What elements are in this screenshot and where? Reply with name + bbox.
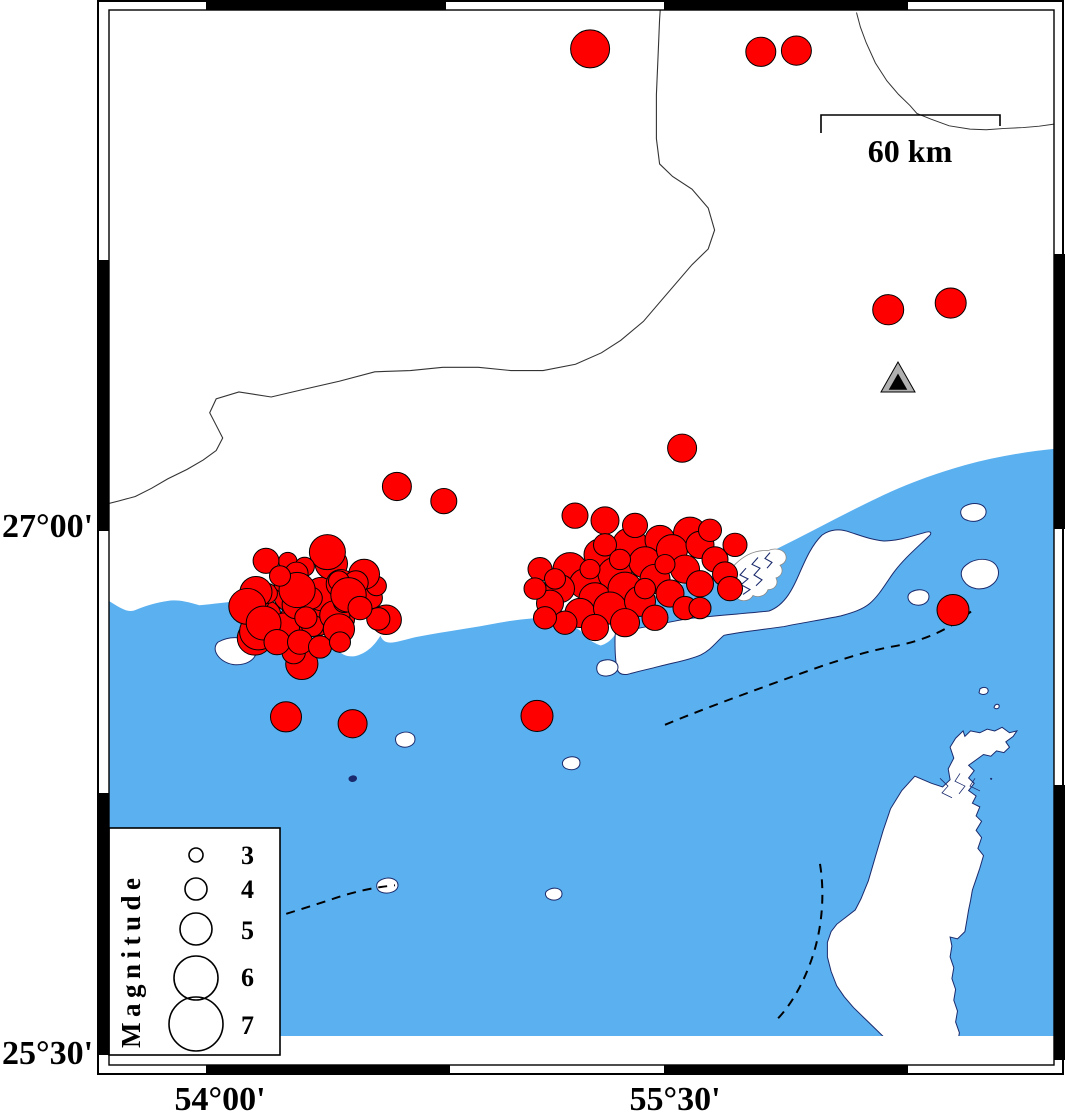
svg-text:6: 6 — [241, 963, 254, 992]
svg-text:Magnitude: Magnitude — [116, 872, 146, 1048]
svg-text:55°30': 55°30' — [629, 1081, 720, 1114]
svg-text:60 km: 60 km — [868, 133, 953, 169]
svg-text:25°30': 25°30' — [2, 1035, 93, 1072]
svg-text:54°00': 54°00' — [174, 1081, 265, 1114]
svg-text:5: 5 — [241, 916, 254, 945]
svg-text:27°00': 27°00' — [2, 508, 93, 545]
svg-text:7: 7 — [241, 1011, 254, 1040]
svg-text:4: 4 — [241, 875, 254, 904]
svg-text:3: 3 — [241, 841, 254, 870]
